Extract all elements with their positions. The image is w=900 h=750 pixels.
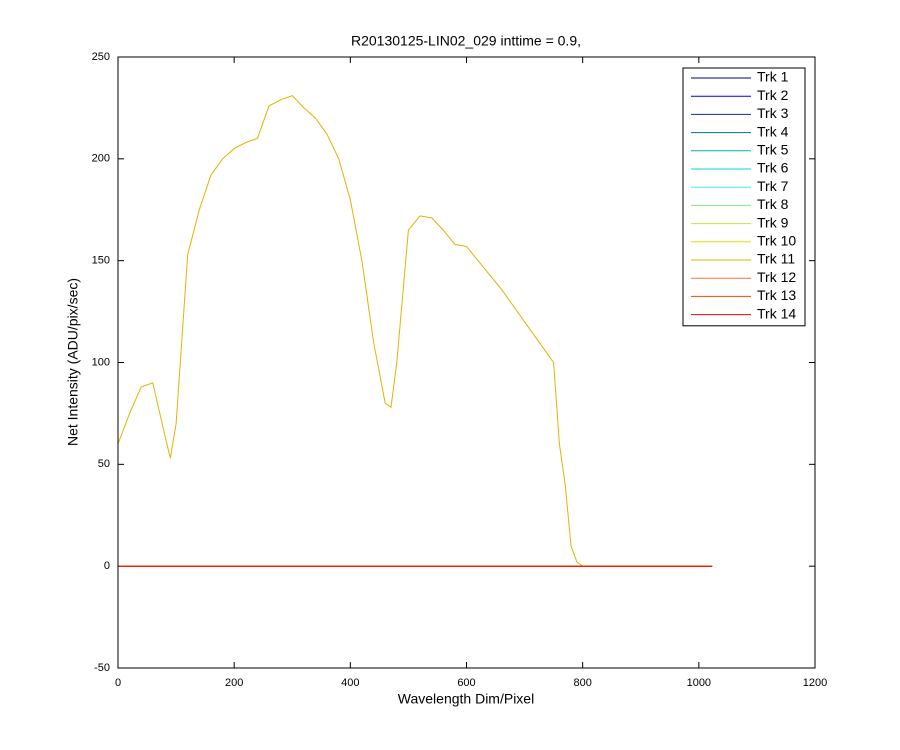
legend-label: Trk 9 (757, 214, 789, 230)
legend-label: Trk 1 (757, 69, 789, 85)
x-tick-label: 0 (115, 677, 121, 689)
x-tick-label: 800 (573, 677, 591, 689)
y-tick-label: 200 (92, 153, 110, 165)
legend-label: Trk 12 (757, 269, 796, 285)
legend-label: Trk 11 (757, 251, 795, 267)
chart-title: R20130125-LIN02_029 inttime = 0.9, (351, 33, 581, 49)
x-tick-label: 1000 (687, 677, 711, 689)
legend-label: Trk 14 (757, 305, 796, 321)
x-tick-label: 1200 (803, 677, 827, 689)
y-tick-label: -50 (94, 662, 110, 674)
y-tick-label: 250 (92, 51, 110, 63)
x-tick-label: 600 (457, 677, 475, 689)
legend-box (682, 67, 806, 327)
y-tick-label: 150 (92, 255, 110, 267)
x-tick-label: 200 (225, 677, 243, 689)
x-tick-label: 400 (341, 677, 359, 689)
y-tick-label: 50 (98, 458, 110, 470)
y-tick-label: 0 (104, 560, 110, 572)
legend-label: Trk 2 (757, 87, 789, 103)
legend-label: Trk 8 (757, 196, 789, 212)
legend-label: Trk 10 (757, 233, 796, 249)
legend-label: Trk 4 (757, 123, 789, 139)
legend-label: Trk 13 (757, 287, 796, 303)
x-axis-label: Wavelength Dim/Pixel (398, 691, 534, 707)
y-tick-label: 100 (92, 356, 110, 368)
legend-label: Trk 5 (757, 142, 789, 158)
legend-label: Trk 6 (757, 160, 789, 176)
legend-label: Trk 3 (757, 105, 789, 121)
plot-frame (117, 56, 816, 669)
series-line (117, 95, 713, 567)
y-axis-label: Net Intensity (ADU/pix/sec) (65, 278, 81, 446)
legend-label: Trk 7 (757, 178, 789, 194)
